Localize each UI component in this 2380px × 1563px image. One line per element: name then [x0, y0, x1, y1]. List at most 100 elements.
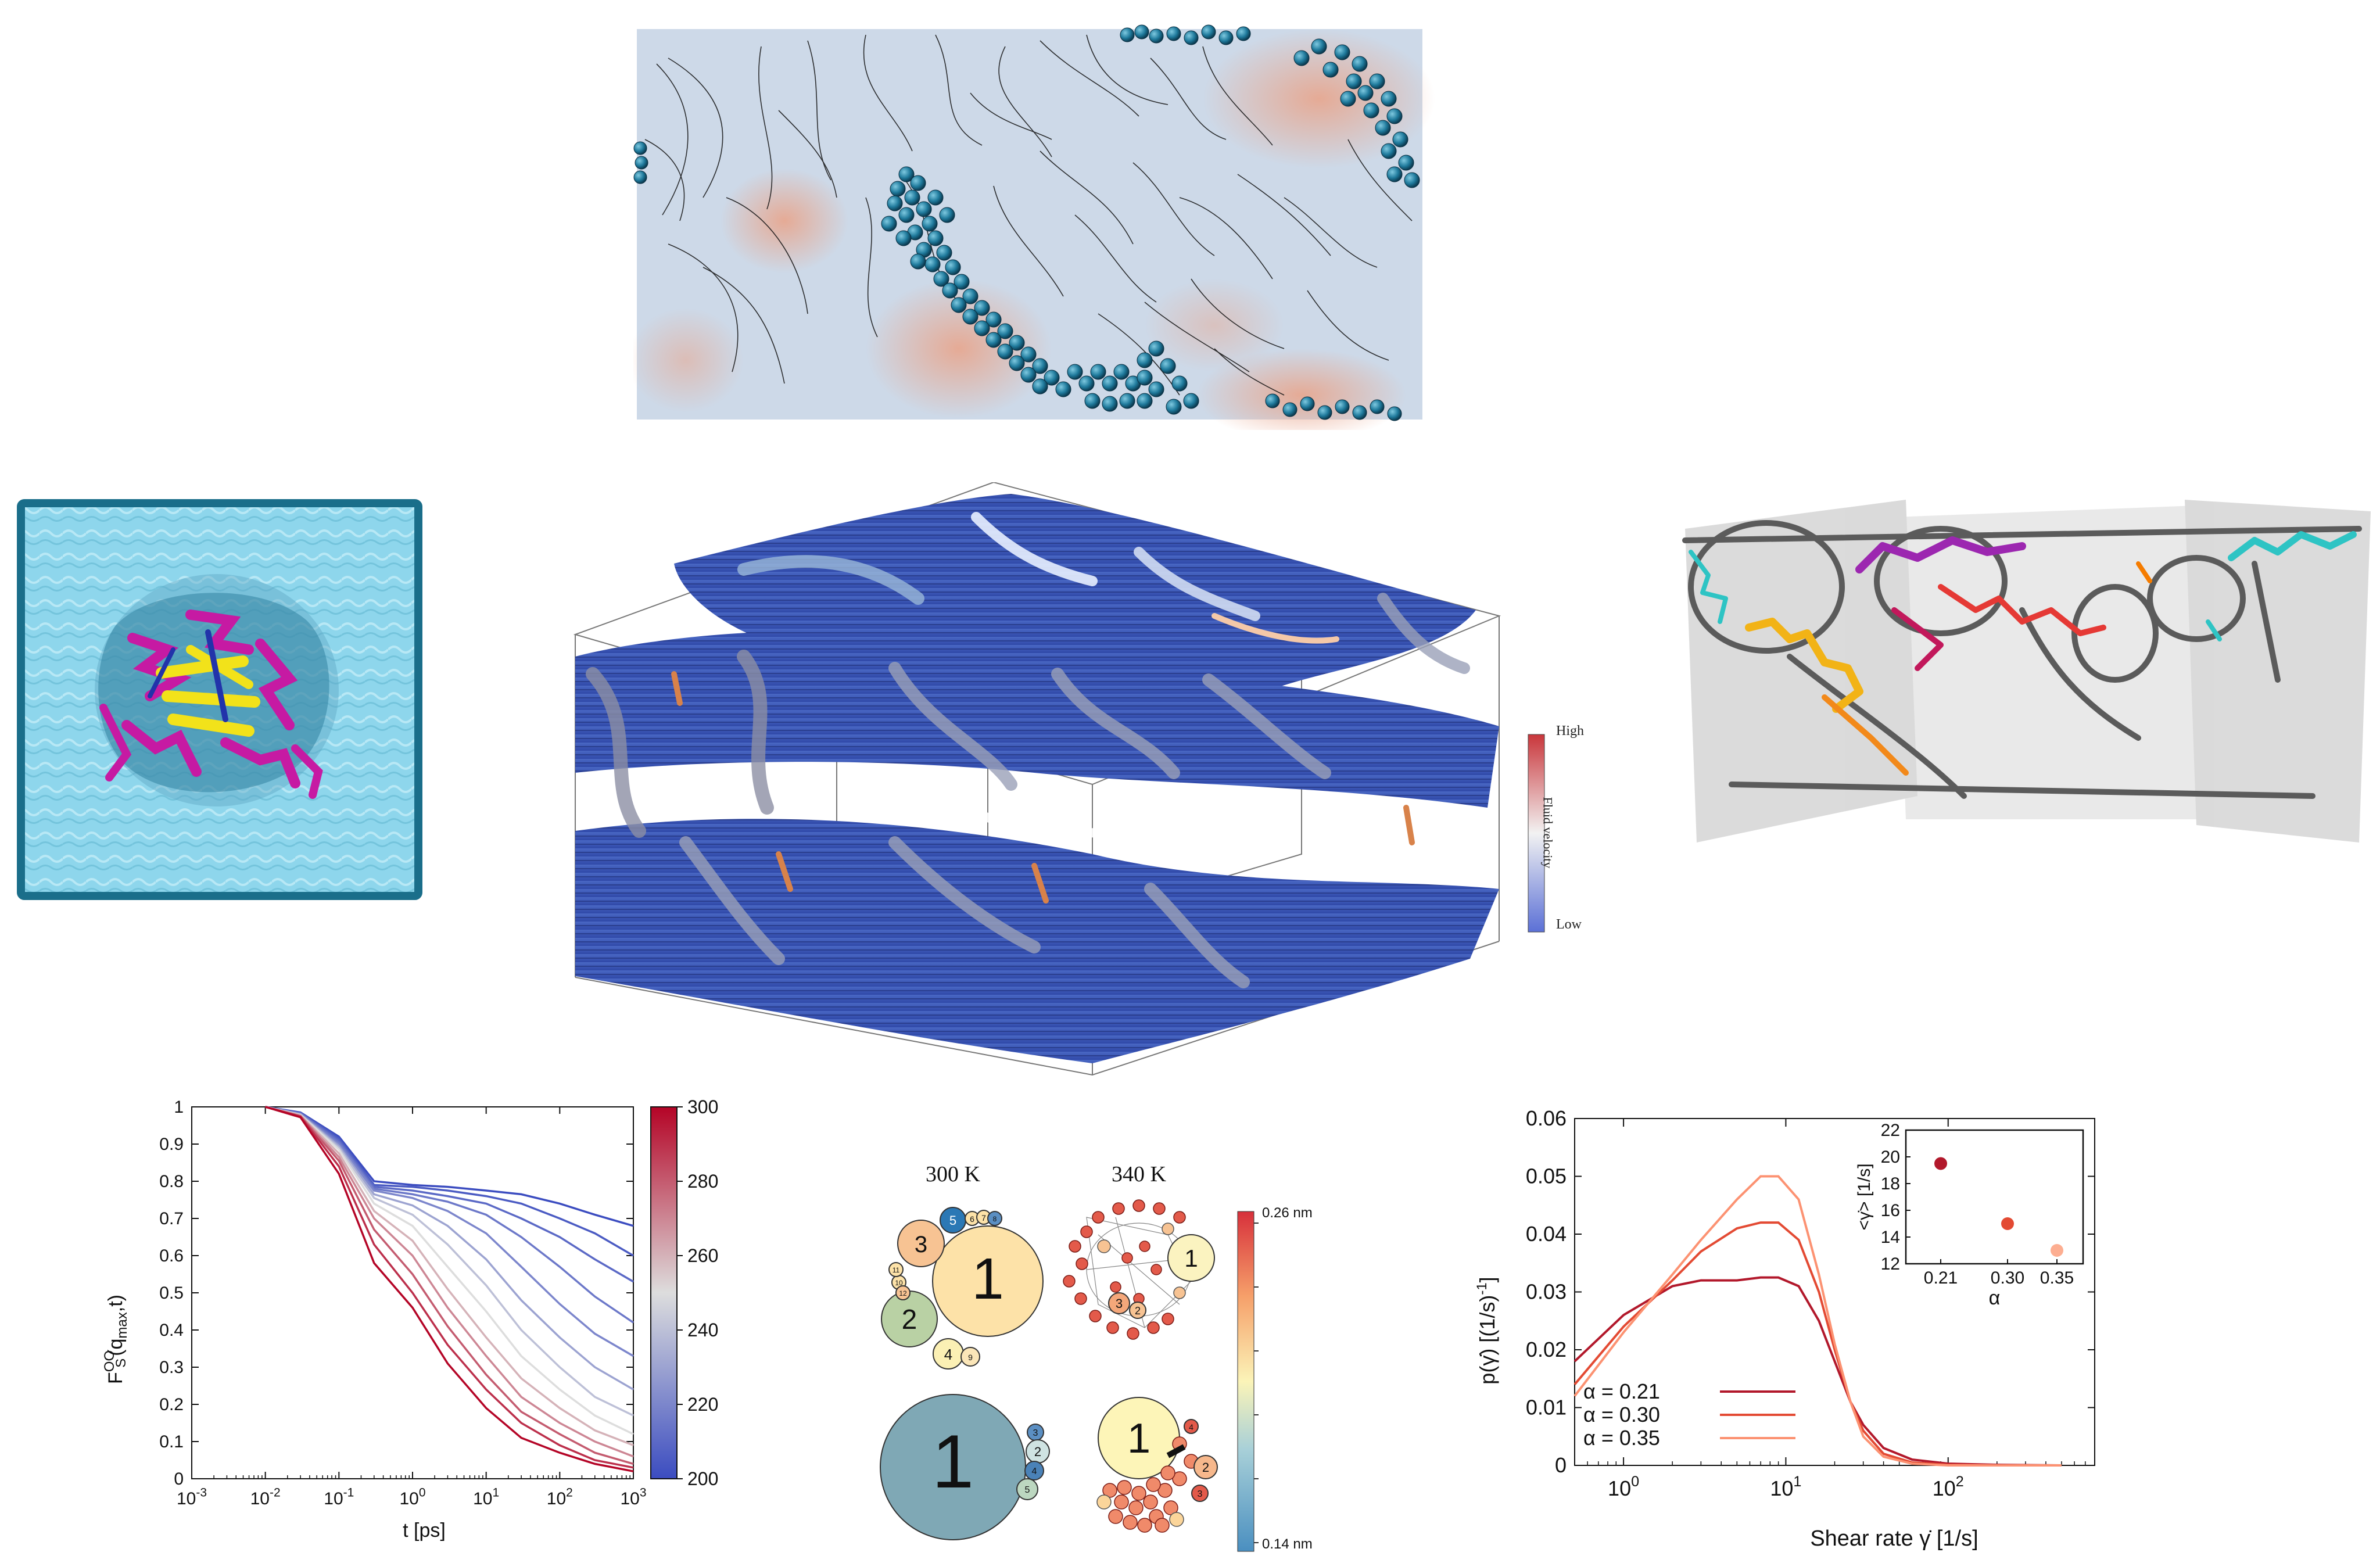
legend-label: α = 0.30 [1583, 1403, 1660, 1426]
colorbar-min-label: 0.14 nm [1262, 1536, 1313, 1552]
bubbles-300k-bottom [880, 1394, 1050, 1540]
y-tick-label: 0 [1555, 1453, 1567, 1477]
x-tick-label: 10-2 [250, 1486, 281, 1509]
svg-text:5: 5 [949, 1213, 956, 1228]
scaffold-trajectories [1682, 500, 2371, 843]
bubble-labels-300k-bottom: 1 2 3 4 5 [932, 1419, 1041, 1504]
y-tick-label: 0.5 [159, 1284, 184, 1303]
x-tick-label: 102 [1933, 1474, 1964, 1500]
relaxation-ylabel: FOOS(qmax,t) [102, 1295, 130, 1384]
svg-text:3: 3 [1116, 1296, 1123, 1311]
y-tick-label: 0.4 [159, 1321, 184, 1340]
svg-text:3: 3 [1198, 1489, 1203, 1499]
svg-text:8: 8 [993, 1215, 997, 1223]
shear-ylabel: p(γ̇) [(1/s)-1] [1474, 1277, 1499, 1384]
svg-text:4: 4 [1032, 1467, 1037, 1476]
inset-y-tick-label: 12 [1881, 1254, 1900, 1274]
flow-channels [586, 512, 1470, 988]
particle-clusters [633, 24, 1420, 421]
inset-x-tick-label: 0.30 [1991, 1268, 2024, 1288]
temperature-colorbar [650, 1106, 678, 1479]
bubbles-300k-top [881, 1207, 1044, 1370]
relaxation-curve-210 [265, 1106, 634, 1283]
velocity-high-label: High [1556, 723, 1584, 739]
colorbar-tick-label: 220 [687, 1394, 718, 1415]
svg-text:9: 9 [968, 1353, 973, 1362]
svg-text:1: 1 [932, 1419, 974, 1504]
svg-text:2: 2 [902, 1304, 917, 1335]
svg-text:2: 2 [1135, 1305, 1141, 1317]
velocity-axis-label: Fluid velocity [1540, 797, 1555, 869]
x-tick-label: 10-1 [324, 1486, 354, 1509]
relaxation-curve-250 [265, 1106, 634, 1435]
y-tick-label: 0.2 [159, 1395, 184, 1414]
x-tick-label: 103 [620, 1486, 646, 1509]
relaxation-curve-240 [265, 1106, 634, 1417]
svg-text:6: 6 [970, 1214, 974, 1224]
y-tick-label: 0.06 [1526, 1106, 1567, 1130]
inset-y-tick-label: 22 [1881, 1121, 1900, 1140]
protein-structure [95, 574, 339, 806]
svg-text:3: 3 [1033, 1428, 1038, 1438]
x-tick-label: 101 [473, 1486, 499, 1509]
inset-ylabel: <γ̇> [1/s] [1855, 1163, 1874, 1230]
y-tick-label: 0.03 [1526, 1280, 1567, 1304]
bubble-labels-300k-top: 1 2 3 4 5 6 7 8 9 10 11 12 [892, 1213, 1004, 1363]
colorbar-tick-label: 260 [687, 1245, 718, 1266]
legend-label: α = 0.21 [1583, 1379, 1660, 1403]
shear-curve-2 [1573, 1175, 2062, 1467]
label-340k: 340 K [1112, 1162, 1167, 1186]
relaxation-curve-205 [265, 1106, 634, 1257]
flow-field-panel [633, 24, 1435, 430]
velocity-colorbar [1528, 734, 1545, 933]
network-labels-340k-top: 1 2 3 [1116, 1245, 1198, 1317]
svg-text:4: 4 [1189, 1422, 1193, 1432]
svg-text:12: 12 [899, 1289, 907, 1297]
y-tick-label: 0 [174, 1469, 184, 1489]
svg-text:4: 4 [944, 1346, 952, 1363]
shear-curve-0 [1573, 1276, 2062, 1467]
relaxation-curve-215 [265, 1106, 634, 1324]
shear-rate-chart: 0 0.01 0.02 0.03 0.04 0.05 0.06 100 101 102 α = 0… [1474, 1106, 2095, 1551]
inset-y-tick-label: 18 [1881, 1174, 1900, 1193]
x-tick-label: 100 [1608, 1474, 1639, 1500]
inset-y-tick-label: 14 [1881, 1228, 1900, 1247]
cluster-network-panel: 300 K 340 K 1 2 3 4 5 6 7 8 9 10 11 12 [880, 1162, 1313, 1552]
inset-y-tick-label: 20 [1881, 1148, 1900, 1167]
y-tick-label: 0.3 [159, 1358, 184, 1377]
y-tick-label: 0.8 [159, 1172, 184, 1191]
y-tick-label: 0.9 [159, 1135, 184, 1154]
svg-text:1: 1 [972, 1246, 1004, 1311]
colorbar-tick-label: 240 [687, 1320, 718, 1340]
svg-text:3: 3 [915, 1232, 927, 1257]
colorbar-tick-label: 300 [687, 1096, 718, 1117]
trajectories [1689, 531, 2357, 776]
relaxation-curve-200 [265, 1106, 634, 1227]
colorbar-tick-label: 280 [687, 1171, 718, 1192]
x-tick-label: 100 [399, 1486, 425, 1509]
colorbar-max-label: 0.26 nm [1262, 1205, 1313, 1221]
svg-text:2: 2 [1034, 1444, 1041, 1459]
velocity-low-label: Low [1556, 917, 1582, 932]
relaxation-curve-280 [265, 1106, 634, 1465]
inset-point-0 [1934, 1157, 1947, 1170]
y-tick-label: 0.1 [159, 1432, 184, 1451]
network-340k-bottom [1096, 1397, 1218, 1533]
x-tick-label: 10-3 [177, 1486, 207, 1509]
fluid-sheets [575, 494, 1499, 1063]
y-tick-label: 0.02 [1526, 1338, 1567, 1361]
svg-text:11: 11 [892, 1266, 900, 1274]
y-tick-label: 0.6 [159, 1246, 184, 1266]
relaxation-xlabel: t [ps] [403, 1519, 446, 1542]
colorbar-tick-label: 200 [687, 1468, 718, 1489]
network-340k-top [1063, 1199, 1215, 1340]
svg-text:2: 2 [1202, 1460, 1209, 1475]
inset-y-tick-label: 16 [1881, 1201, 1900, 1220]
x-tick-label: 101 [1770, 1474, 1801, 1500]
y-tick-label: 0.05 [1526, 1164, 1567, 1188]
relaxation-curve-300 [265, 1106, 634, 1472]
legend-label: α = 0.35 [1583, 1426, 1660, 1450]
inset-x-tick-label: 0.21 [1924, 1268, 1958, 1288]
protein-solvent-box [17, 499, 422, 900]
relaxation-curve-220 [265, 1106, 634, 1357]
